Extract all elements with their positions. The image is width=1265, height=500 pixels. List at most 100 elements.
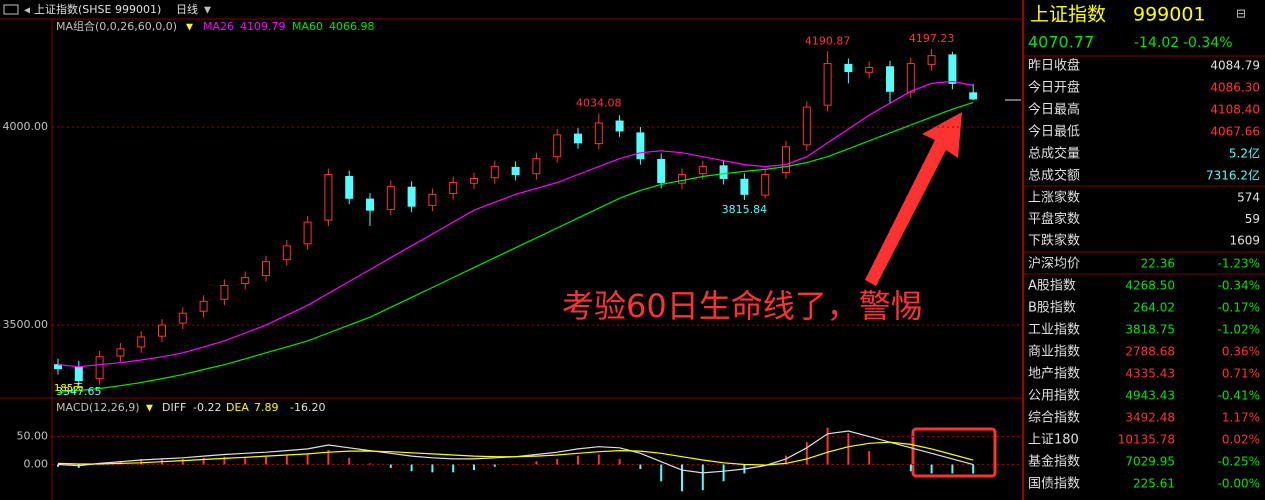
legend-value: -0.22 <box>193 401 221 414</box>
row-value: 4108.40 <box>1210 103 1260 117</box>
macd-bar <box>535 461 538 465</box>
row-label: 基金指数 <box>1028 454 1080 470</box>
macd-bar <box>244 456 247 465</box>
highlight-box <box>911 427 997 478</box>
dropdown[interactable]: ▼ <box>186 23 193 33</box>
row-value: 4268.50 <box>1125 279 1175 293</box>
legend-name: DEA <box>226 401 249 414</box>
macd-bar <box>327 450 330 465</box>
row-label: 总成交额 <box>1028 168 1080 184</box>
row-value: 5.2亿 <box>1229 146 1260 161</box>
candle-body <box>927 55 936 65</box>
candle-body <box>241 277 250 284</box>
row-value: -1.02% <box>1218 323 1260 337</box>
row-label: 今日最低 <box>1028 124 1080 140</box>
macd-bar <box>618 458 621 465</box>
macd-bar <box>660 464 663 482</box>
legend-name: MA26 <box>203 20 234 33</box>
macd-bar <box>868 451 871 465</box>
row-value: 1609 <box>1229 234 1260 248</box>
candle-body <box>407 186 416 207</box>
y-tick-label: 3500.00 <box>3 318 49 331</box>
row-value: 7029.95 <box>1125 455 1175 469</box>
macd-bar <box>785 455 787 465</box>
candle-body <box>906 63 915 93</box>
macd-line <box>57 441 974 466</box>
macd-bar <box>181 458 184 465</box>
ma-title: MA组合(0,0,26,60,0,0) <box>56 19 177 33</box>
candle-body <box>303 221 312 245</box>
candle-body <box>220 284 229 300</box>
row-value: 4086.30 <box>1210 81 1260 95</box>
row-label: 地产指数 <box>1028 367 1080 382</box>
candle-body <box>886 66 894 92</box>
row-value: 22.36 <box>1141 257 1175 271</box>
row-label: 公用指数 <box>1028 389 1080 404</box>
macd-bar <box>722 464 725 482</box>
macd-bar <box>681 464 683 492</box>
row-value: 3492.48 <box>1125 411 1175 425</box>
macd-bar <box>202 457 205 465</box>
candle-body <box>802 106 811 146</box>
row-label: 总成交量 <box>1028 146 1080 162</box>
change: -14.02 <box>1134 35 1179 51</box>
macd-bar <box>639 464 642 469</box>
dropdown[interactable]: ▼ <box>204 6 211 16</box>
macd-bar <box>369 463 371 465</box>
annotation: 考验60日生命线了，警惕 <box>562 287 923 325</box>
low-label: 3815.84 <box>722 203 768 216</box>
macd-bar <box>930 464 933 474</box>
candle-body <box>262 261 270 277</box>
candle-body <box>199 300 208 312</box>
candle-body <box>178 312 187 324</box>
y-tick-label: 50.00 <box>17 430 49 443</box>
row-value: 0.71% <box>1222 367 1260 381</box>
candle-body <box>594 122 603 145</box>
legend-value: -16.20 <box>290 401 325 414</box>
row-label: 国债指数 <box>1028 477 1080 492</box>
macd-bar <box>951 464 954 474</box>
macd-bar <box>826 427 829 465</box>
macd-bar <box>847 433 850 465</box>
row-label: B股指数 <box>1028 301 1076 316</box>
macd-bar <box>556 458 559 465</box>
index-code: 999001 <box>1133 4 1206 26</box>
legend-value: 4066.98 <box>329 20 375 33</box>
row-value: 4943.43 <box>1125 389 1175 403</box>
candle-body <box>636 132 645 160</box>
row-label: 商业指数 <box>1028 345 1080 360</box>
row-label: 下跌家数 <box>1028 233 1080 249</box>
dropdown[interactable]: ▼ <box>146 404 153 414</box>
y-tick-label: 0.00 <box>24 458 49 471</box>
period[interactable]: 日线 <box>176 2 198 16</box>
candle-body <box>553 134 562 158</box>
macd-bar <box>493 464 496 467</box>
macd-bar <box>577 455 579 465</box>
macd-bar <box>223 456 226 465</box>
legend-name: MA60 <box>292 20 323 33</box>
macd-bar <box>410 464 413 472</box>
chart-title: 上证指数(SHSE 999001) <box>34 2 161 16</box>
row-value: 264.02 <box>1133 301 1175 315</box>
row-value: 0.36% <box>1222 345 1260 359</box>
y-tick-label: 4000.00 <box>3 120 49 133</box>
collapse[interactable]: ⊟ <box>1236 7 1246 21</box>
row-value: 4067.66 <box>1210 125 1260 139</box>
legend-name: DIFF <box>162 401 186 414</box>
candle-body <box>574 133 582 144</box>
row-value: -0.00% <box>1218 477 1260 491</box>
row-value: -1.23% <box>1218 257 1260 271</box>
row-value: 0.02% <box>1222 433 1260 447</box>
row-value: 574 <box>1237 191 1260 205</box>
candle-body <box>782 146 790 174</box>
ma-line <box>57 101 974 394</box>
row-value: 59 <box>1245 212 1260 226</box>
icon[interactable] <box>3 4 19 15</box>
arrow[interactable]: ◂ <box>24 3 30 17</box>
macd-bar <box>597 454 600 465</box>
row-label: 综合指数 <box>1028 411 1080 426</box>
candle-body <box>137 336 146 348</box>
